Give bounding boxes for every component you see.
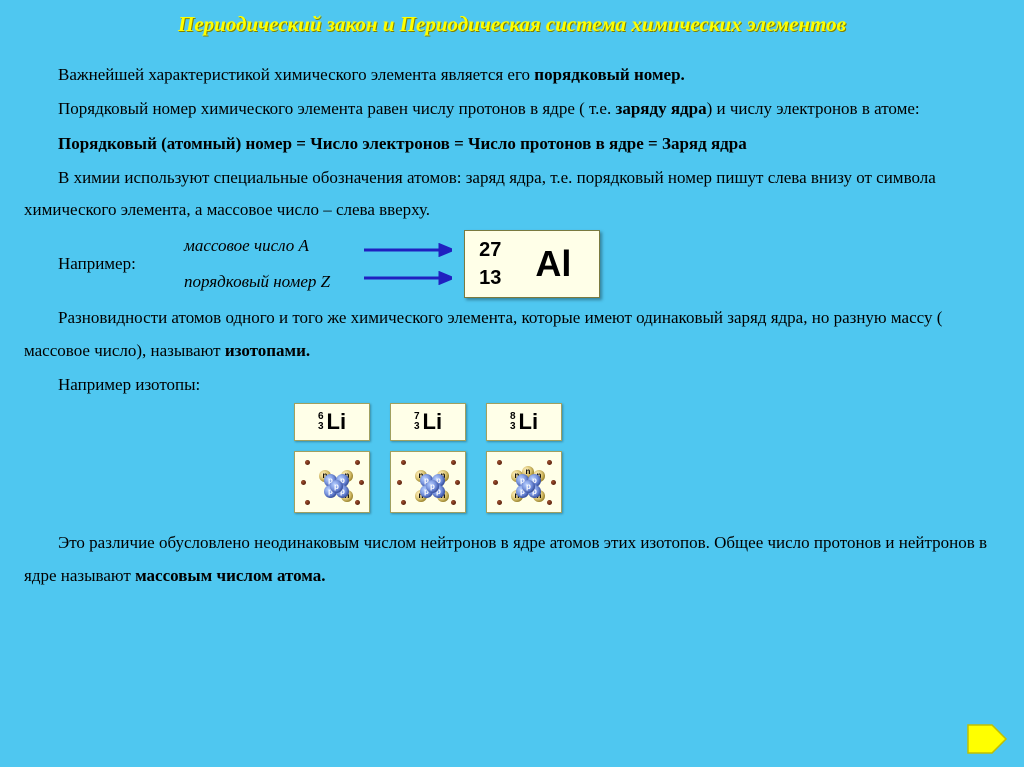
electron <box>493 480 498 485</box>
electron <box>451 500 456 505</box>
isotope-cell: 83Li <box>486 403 562 441</box>
isotope-cell: 73Li <box>390 403 466 441</box>
electron <box>305 500 310 505</box>
paragraph-4: Разновидности атомов одного и того же хи… <box>24 302 1000 367</box>
element-box: 27 13 Al <box>464 230 600 298</box>
electron <box>355 500 360 505</box>
bold-text: массовым числом атома. <box>135 566 325 585</box>
nucleus-diagram: nnnnnppppp <box>486 451 562 513</box>
bold-text: заряду ядра <box>615 99 706 118</box>
bold-text: порядковый номер. <box>534 65 685 84</box>
arrow-icon <box>362 243 452 257</box>
nucleus-diagram: nnnppppp <box>294 451 370 513</box>
paragraph-2: Порядковый номер химического элемента ра… <box>24 93 1000 125</box>
electron <box>397 480 402 485</box>
element-symbol: Al <box>535 243 571 285</box>
isotope-row: 63Li 73Li 83Li <box>294 403 1000 441</box>
atomic-number: 13 <box>479 264 501 292</box>
isotope-cell: 63Li <box>294 403 370 441</box>
bold-text: изотопами. <box>225 341 310 360</box>
electron <box>497 460 502 465</box>
electron <box>547 500 552 505</box>
text: ) и числу электронов в атоме: <box>707 99 920 118</box>
electron <box>355 460 360 465</box>
text: Разновидности атомов одного и того же хи… <box>24 308 942 359</box>
isotope-label: Например изотопы: <box>24 369 1000 401</box>
electron <box>451 460 456 465</box>
electron <box>305 460 310 465</box>
electron <box>401 500 406 505</box>
ordinal-number-label: порядковый номер Z <box>184 272 330 292</box>
next-button[interactable] <box>964 721 1010 757</box>
labels-column: массовое число А порядковый номер Z <box>184 236 330 292</box>
text: Порядковый номер химического элемента ра… <box>58 99 615 118</box>
text: Важнейшей характеристикой химического эл… <box>58 65 534 84</box>
paragraph-3: В химии используют специальные обозначен… <box>24 162 1000 227</box>
arrow-icon <box>362 271 452 285</box>
electron <box>359 480 364 485</box>
equation-line: Порядковый (атомный) номер = Число элект… <box>24 128 1000 160</box>
paragraph-5: Это различие обусловлено неодинаковым чи… <box>24 527 1000 592</box>
mass-number: 27 <box>479 236 501 264</box>
example-row: Например: массовое число А порядковый но… <box>24 230 1000 298</box>
electron <box>497 500 502 505</box>
electron <box>301 480 306 485</box>
page-title: Периодический закон и Периодическая сист… <box>24 12 1000 37</box>
mass-number-label: массовое число А <box>184 236 330 256</box>
arrows-column <box>362 243 452 285</box>
nucleus-diagram: nnnnppppp <box>390 451 466 513</box>
example-label: Например: <box>24 254 184 274</box>
electron <box>455 480 460 485</box>
electron <box>401 460 406 465</box>
paragraph-1: Важнейшей характеристикой химического эл… <box>24 59 1000 91</box>
nucleus-row: nnnppppp nnnnppppp nnnnnppppp <box>294 451 1000 513</box>
electron <box>551 480 556 485</box>
electron <box>547 460 552 465</box>
bold-text: Порядковый (атомный) номер = Число элект… <box>58 134 747 153</box>
